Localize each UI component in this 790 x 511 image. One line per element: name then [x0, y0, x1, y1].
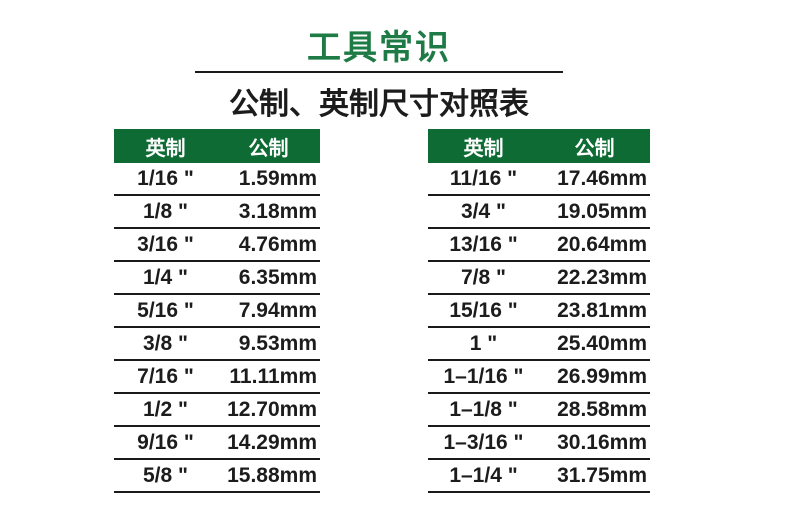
inch-cell: 7/16 "	[137, 364, 194, 388]
inch-cell: 3/8 "	[143, 331, 188, 355]
mm-cell: 12.70mm	[227, 397, 317, 421]
inch-cell: 15/16 "	[449, 298, 518, 322]
imperial-column-header: 英制	[463, 137, 504, 160]
mm-cell: 26.99mm	[557, 364, 647, 388]
subtitle: 公制、英制尺寸对照表	[229, 88, 529, 121]
table-row: 1/8 " 3.18mm	[114, 196, 320, 229]
table-header-row: 英制 公制	[428, 129, 650, 163]
inch-cell: 1/2 "	[143, 397, 188, 421]
mm-cell: 20.64mm	[557, 232, 647, 256]
mm-cell: 7.94mm	[238, 298, 317, 322]
table-row: 3/16 " 4.76mm	[114, 229, 320, 262]
table-row: 1–1/8 " 28.58mm	[428, 394, 650, 427]
table-row: 1/2 " 12.70mm	[114, 394, 320, 427]
inch-cell: 1–1/16 "	[443, 364, 524, 388]
mm-cell: 30.16mm	[557, 430, 647, 454]
table-row: 7/16 " 11.11mm	[114, 361, 320, 394]
mm-cell: 25.40mm	[557, 331, 647, 355]
mm-cell: 28.58mm	[557, 397, 647, 421]
table-row: 1 " 25.40mm	[428, 328, 650, 361]
table-row: 1–3/16 " 30.16mm	[428, 427, 650, 460]
inch-cell: 1–1/8 "	[449, 397, 518, 421]
mm-cell: 19.05mm	[557, 199, 647, 223]
table-row: 9/16 " 14.29mm	[114, 427, 320, 460]
inch-cell: 5/16 "	[137, 298, 194, 322]
mm-cell: 1.59mm	[238, 166, 317, 190]
mm-cell: 17.46mm	[557, 166, 647, 190]
inch-cell: 3/16 "	[137, 232, 194, 256]
page-title: 工具常识	[307, 29, 451, 67]
table-row: 1–1/16 " 26.99mm	[428, 361, 650, 394]
table-row: 11/16 " 17.46mm	[428, 163, 650, 196]
table-row: 1–1/4 " 31.75mm	[428, 460, 650, 493]
inch-cell: 13/16 "	[449, 232, 518, 256]
inch-cell: 1/16 "	[137, 166, 194, 190]
inch-cell: 1/8 "	[143, 199, 188, 223]
inch-cell: 7/8 "	[461, 265, 506, 289]
inch-cell: 1–3/16 "	[443, 430, 524, 454]
table-header-row: 英制 公制	[114, 129, 320, 163]
mm-cell: 22.23mm	[557, 265, 647, 289]
table-row: 1/16 " 1.59mm	[114, 163, 320, 196]
mm-cell: 6.35mm	[238, 265, 317, 289]
mm-cell: 15.88mm	[227, 463, 317, 487]
inch-cell: 3/4 "	[461, 199, 506, 223]
imperial-column-header: 英制	[145, 137, 186, 160]
inch-cell: 5/8 "	[143, 463, 188, 487]
inch-cell: 9/16 "	[137, 430, 194, 454]
inch-cell: 11/16 "	[449, 166, 518, 190]
mm-cell: 14.29mm	[227, 430, 317, 454]
table-row: 3/4 " 19.05mm	[428, 196, 650, 229]
mm-cell: 9.53mm	[238, 331, 317, 355]
metric-column-header: 公制	[574, 137, 615, 160]
table-row: 13/16 " 20.64mm	[428, 229, 650, 262]
table-row: 3/8 " 9.53mm	[114, 328, 320, 361]
mm-cell: 3.18mm	[238, 199, 317, 223]
inch-cell: 1 "	[469, 331, 498, 355]
mm-cell: 4.76mm	[238, 232, 317, 256]
mm-cell: 11.11mm	[229, 364, 317, 388]
conversion-table-right: 英制 公制 11/16 " 17.46mm 3/4 " 19.05mm 13/16 …	[428, 129, 650, 493]
mm-cell: 31.75mm	[557, 463, 647, 487]
conversion-table-left: 英制 公制 1/16 " 1.59mm 1/8 " 3.18mm 3/16 " 4.7…	[114, 129, 320, 493]
table-row: 15/16 " 23.81mm	[428, 295, 650, 328]
table-row: 1/4 " 6.35mm	[114, 262, 320, 295]
table-row: 5/16 " 7.94mm	[114, 295, 320, 328]
table-row: 7/8 " 22.23mm	[428, 262, 650, 295]
title-divider	[195, 71, 563, 73]
inch-cell: 1–1/4 "	[449, 463, 518, 487]
mm-cell: 23.81mm	[557, 298, 647, 322]
metric-column-header: 公制	[248, 137, 289, 160]
inch-cell: 1/4 "	[143, 265, 188, 289]
table-row: 5/8 " 15.88mm	[114, 460, 320, 493]
